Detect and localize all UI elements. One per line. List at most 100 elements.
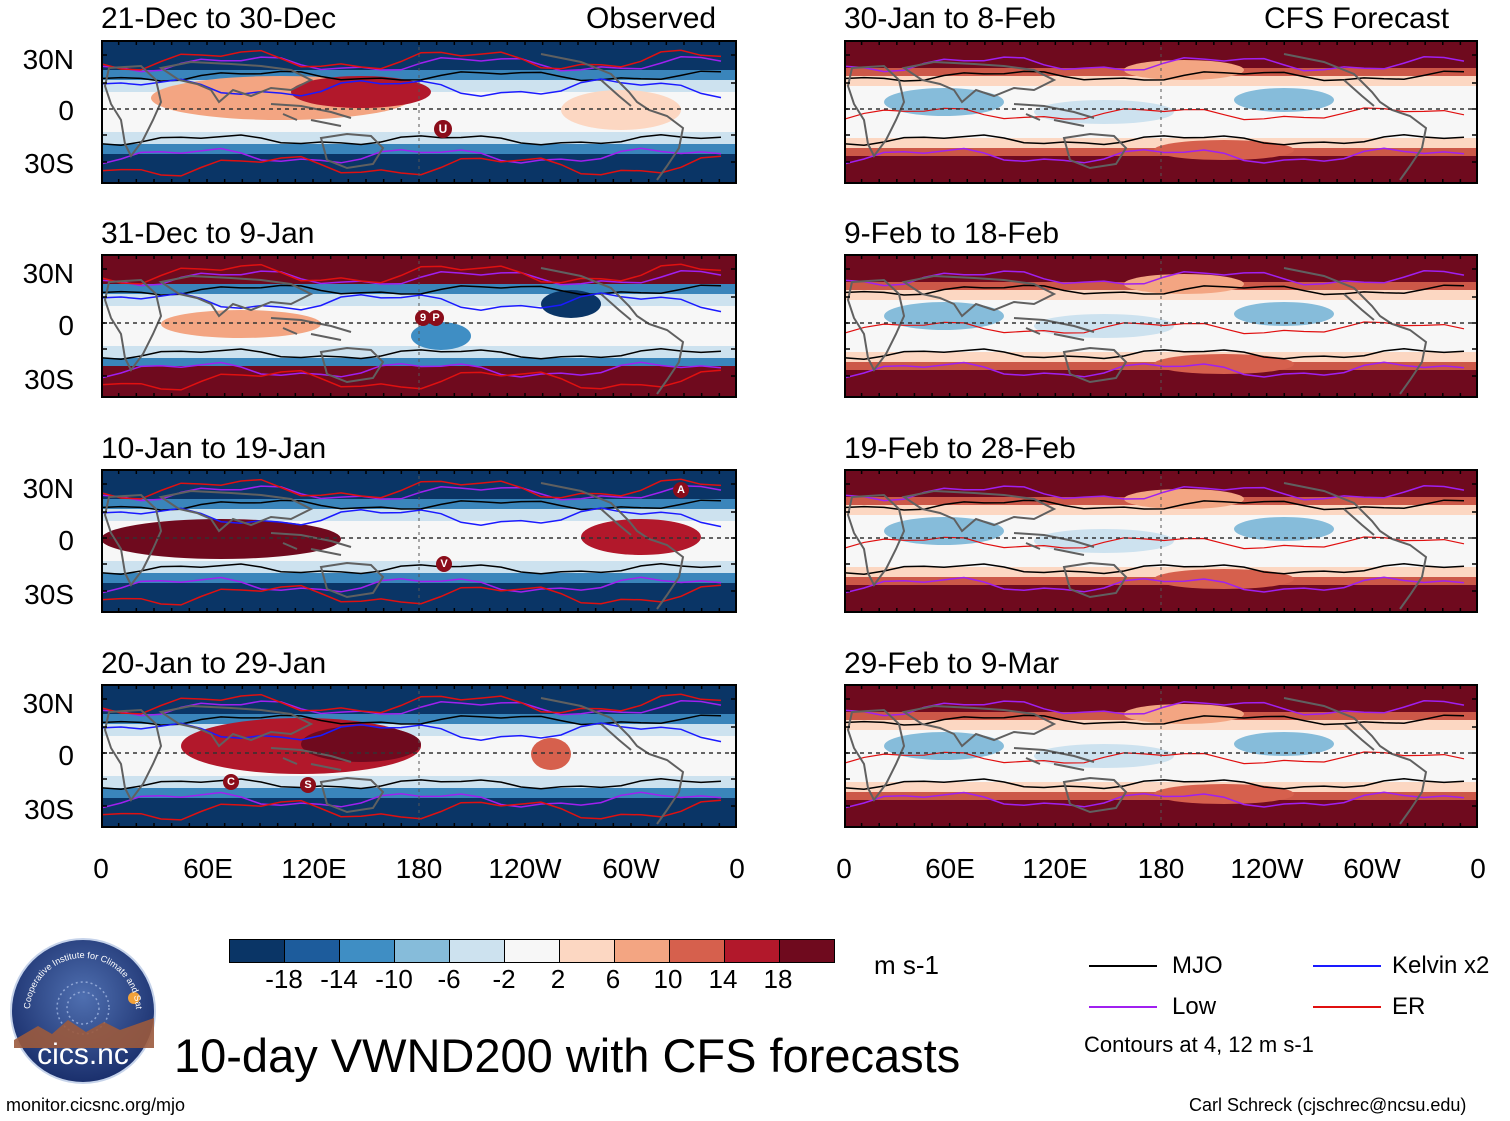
- colorbar-label: -14: [320, 964, 358, 994]
- x-tick: 60E: [925, 853, 975, 884]
- contour-line: [844, 778, 1465, 791]
- x-tick: 180: [395, 853, 443, 884]
- map-panel-fc-3: [844, 469, 1478, 613]
- storm-marker: V: [436, 556, 452, 572]
- wind-anomaly-region: [1124, 274, 1244, 294]
- panel-title-fc-1: 30-Jan to 8-Feb: [844, 2, 1056, 35]
- colorbar-swatch: [725, 940, 780, 962]
- contour-line: [844, 147, 1465, 165]
- coastline-australia: [1062, 776, 1128, 814]
- legend-line-low: [1089, 1006, 1157, 1008]
- coastline-maritime: [270, 317, 352, 341]
- wind-anomaly-region: [1154, 354, 1294, 374]
- legend-label-kelvin: Kelvin x2: [1392, 952, 1490, 979]
- colorbar-label: 14: [708, 964, 738, 994]
- legend-line-er: [1313, 1006, 1381, 1008]
- x-tick: 0: [93, 853, 109, 884]
- coastline-americas: [1283, 267, 1428, 395]
- wind-anomaly-region: [1034, 100, 1174, 124]
- coastline-australia: [319, 132, 385, 170]
- contour-line: [101, 693, 722, 715]
- coastline-maritime: [1013, 532, 1095, 556]
- coastline-africa: [103, 493, 163, 587]
- wind-anomaly-region: [1124, 489, 1244, 509]
- wind-anomaly-region: [1124, 704, 1244, 724]
- panel-frame: [844, 469, 1478, 613]
- coastline-asia: [158, 274, 314, 318]
- contour-line: [844, 576, 1465, 594]
- contour-line: [844, 791, 1465, 809]
- colorbar-swatch: [615, 940, 670, 962]
- y-tick-30n: 30N: [22, 44, 74, 75]
- coastline-americas: [540, 53, 685, 181]
- colorbar: [229, 939, 835, 963]
- contour-line: [101, 263, 722, 285]
- map-panel-obs-1: [101, 40, 737, 184]
- coastline-asia: [158, 704, 314, 748]
- coastline-asia: [901, 274, 1057, 318]
- y-tick-0: 0: [58, 525, 74, 556]
- contour-line: [101, 49, 722, 71]
- wind-anomaly-region: [1034, 744, 1174, 768]
- x-tick: 60W: [1343, 853, 1401, 884]
- coastline-africa: [103, 278, 163, 372]
- y-tick-30s: 30S: [24, 794, 74, 825]
- x-tick: 180: [1137, 853, 1185, 884]
- storm-marker: 9: [415, 310, 431, 326]
- contour-line: [101, 563, 722, 576]
- legend-line-mjo: [1089, 965, 1157, 967]
- colorbar-label: -10: [375, 964, 413, 994]
- coastline-africa: [846, 64, 906, 158]
- coastline-australia: [1062, 346, 1128, 384]
- map-panel-obs-4: [101, 684, 737, 828]
- colorbar-label: 6: [605, 964, 621, 994]
- cics-logo: Cooperative Institute for Climate and Sa…: [8, 936, 156, 1084]
- wind-anomaly-region: [1034, 314, 1174, 338]
- y-tick-0: 0: [58, 95, 74, 126]
- wind-anomaly-region: [1234, 88, 1334, 112]
- x-tick: 0: [836, 853, 852, 884]
- x-tick: 120W: [488, 853, 562, 884]
- coastline-africa: [103, 708, 163, 802]
- map-panel-obs-3: [101, 469, 737, 613]
- panel-frame: [844, 40, 1478, 184]
- coastline-maritime: [1013, 103, 1095, 127]
- contour-line: [101, 584, 722, 606]
- y-tick-30s: 30S: [24, 364, 74, 395]
- x-tick: 0: [729, 853, 745, 884]
- y-tick-30s: 30S: [24, 579, 74, 610]
- x-tick: 60W: [602, 853, 660, 884]
- y-tick-30s: 30S: [24, 148, 74, 179]
- coastline-asia: [901, 489, 1057, 533]
- wind-anomaly-region: [1124, 60, 1244, 80]
- colorbar-swatch: [395, 940, 450, 962]
- coastline-maritime: [270, 747, 352, 771]
- colorbar-label: -18: [265, 964, 303, 994]
- contour-line: [101, 369, 722, 391]
- legend-line-kelvin: [1313, 965, 1381, 967]
- panel-frame: [101, 469, 737, 613]
- panel-title-obs-2: 31-Dec to 9-Jan: [101, 217, 315, 250]
- observed-header: Observed: [586, 2, 717, 35]
- storm-marker: S: [300, 777, 316, 793]
- footer-author: Carl Schreck (cjschrec@ncsu.edu): [1189, 1095, 1467, 1115]
- colorbar-swatch: [505, 940, 560, 962]
- coastline-americas: [1283, 482, 1428, 610]
- wind-anomaly-region: [301, 726, 421, 762]
- coastline-australia: [319, 346, 385, 384]
- coastline-maritime: [270, 103, 352, 127]
- colorbar-swatch: [670, 940, 725, 962]
- panel-title-obs-3: 10-Jan to 19-Jan: [101, 432, 327, 465]
- y-tick-30n: 30N: [22, 473, 74, 504]
- wind-anomaly-region: [541, 290, 601, 318]
- wind-anomaly-region: [161, 310, 321, 338]
- x-tick: 120E: [1022, 853, 1088, 884]
- panel-frame: [844, 684, 1478, 828]
- panel-title-obs-4: 20-Jan to 29-Jan: [101, 647, 327, 680]
- coastline-maritime: [1013, 747, 1095, 771]
- panel-frame: [101, 684, 737, 828]
- coastline-asia: [158, 489, 314, 533]
- colorbar-label: 2: [550, 964, 566, 994]
- panel-title-obs-1: 21-Dec to 30-Dec: [101, 2, 337, 35]
- contour-line: [844, 563, 1465, 576]
